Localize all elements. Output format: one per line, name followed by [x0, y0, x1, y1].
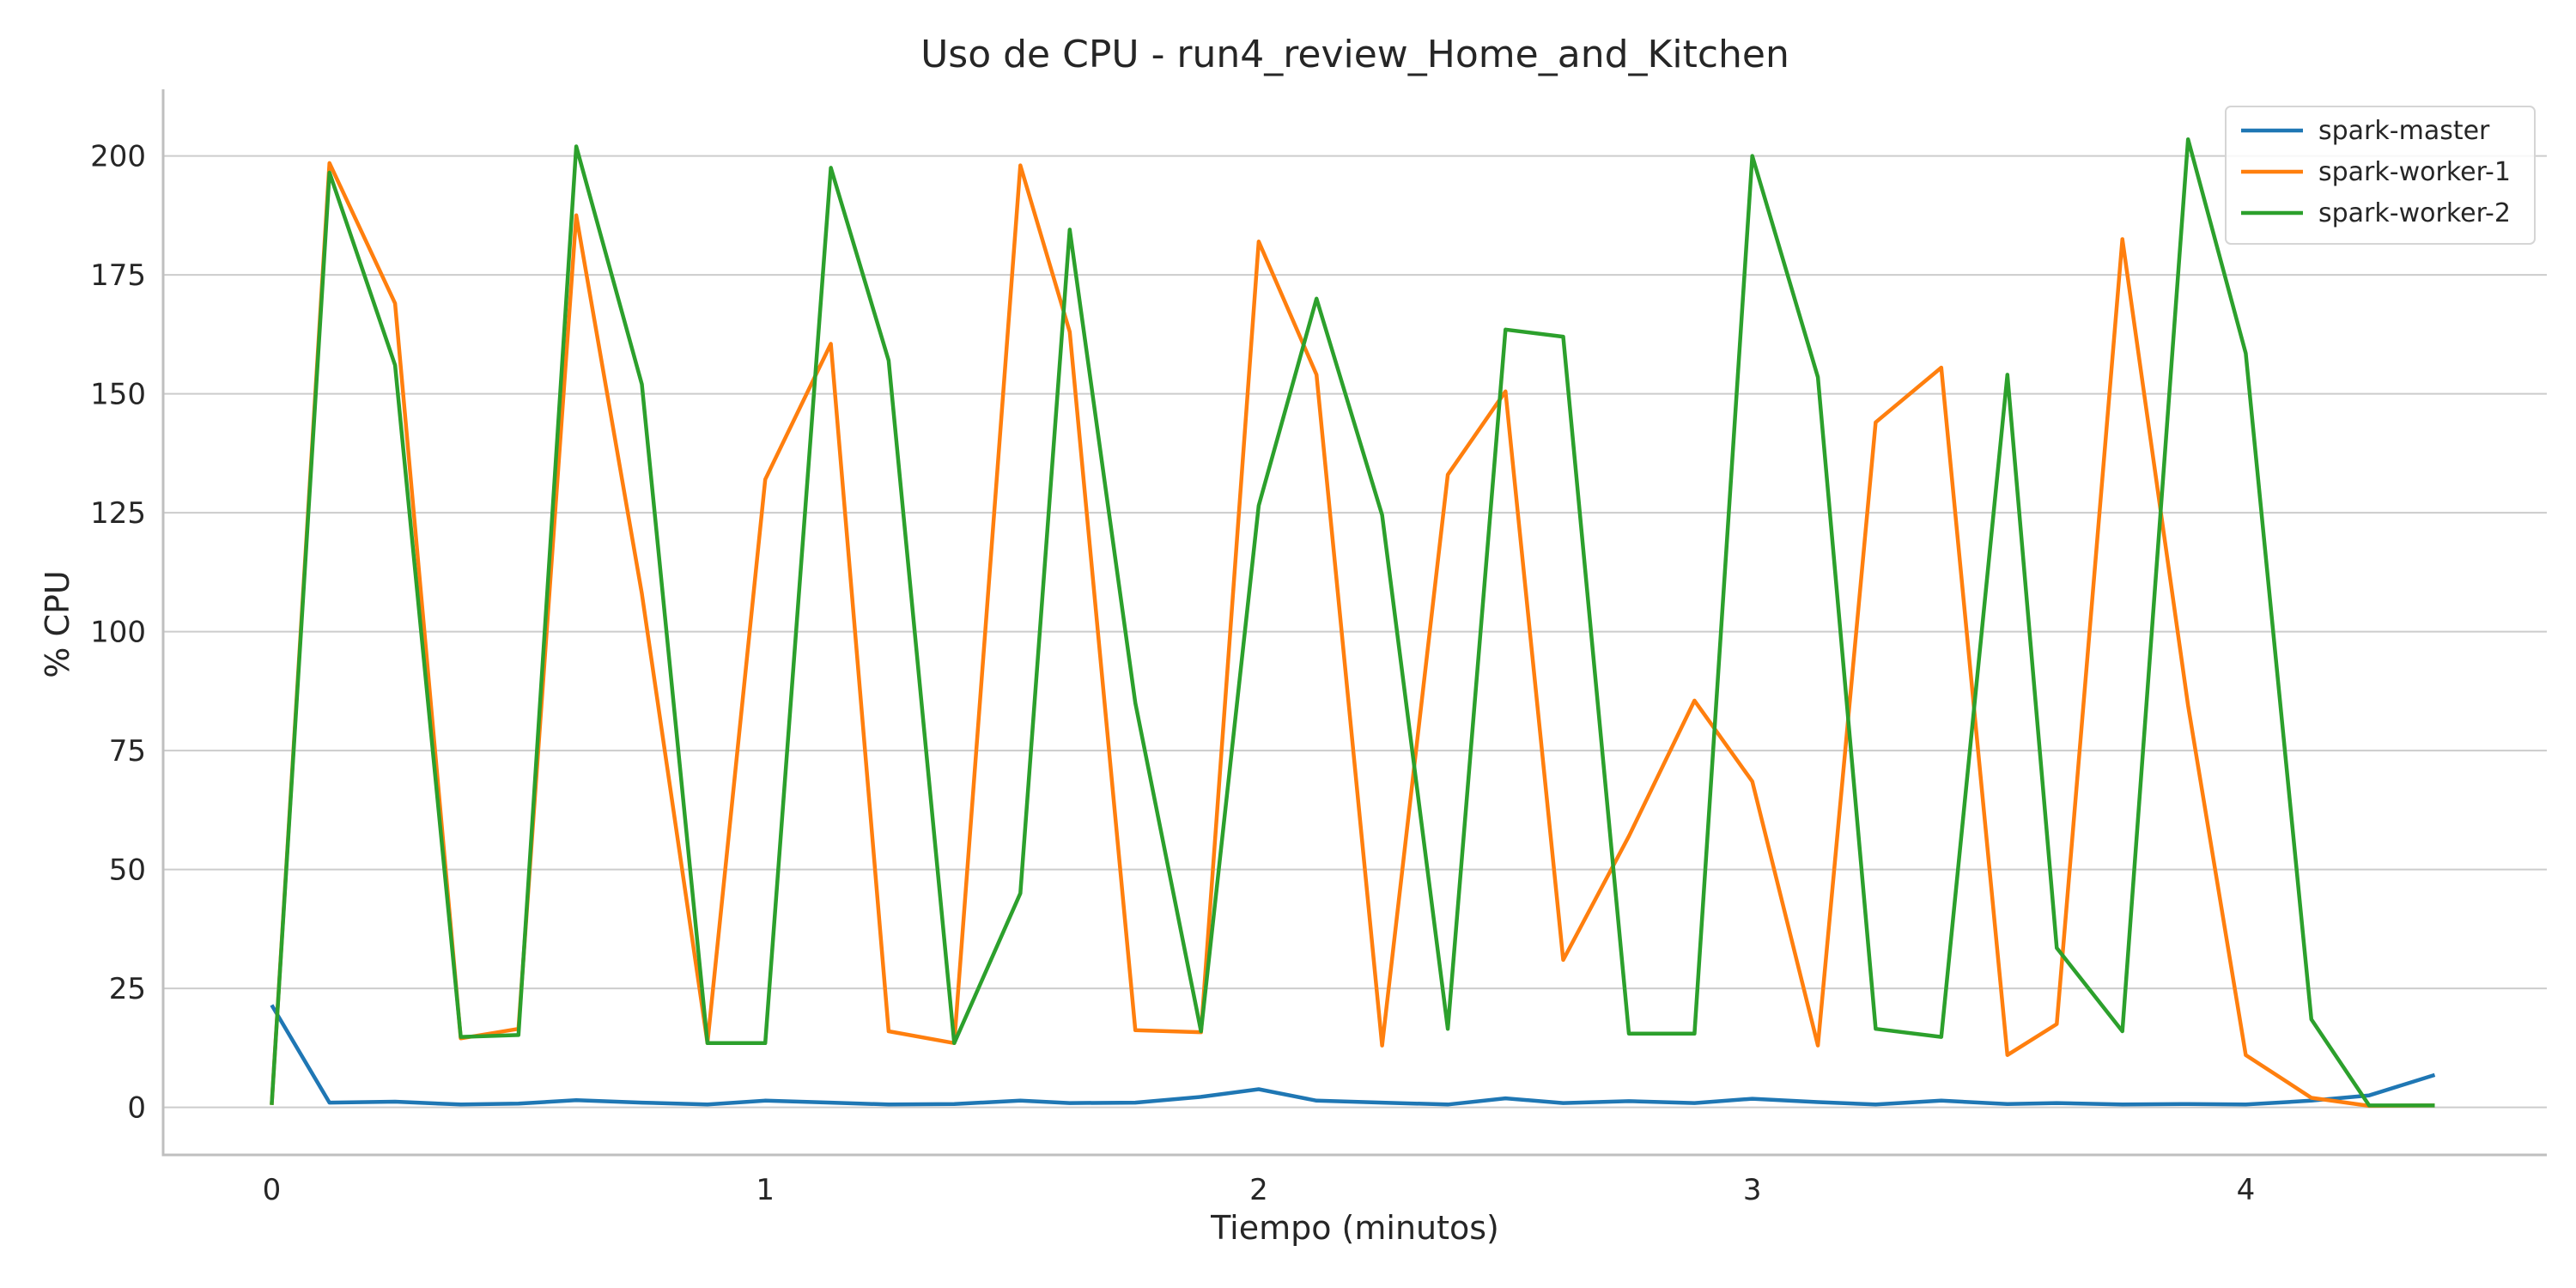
legend-box: [2225, 106, 2536, 245]
legend: spark-master spark-worker-1 spark-worker-2: [2225, 106, 2536, 245]
y-tick-label: 0: [127, 1091, 146, 1126]
gridlines: [163, 155, 2547, 1109]
y-axis-label: % CPU: [39, 570, 76, 677]
series-line-spark-master: [270, 1004, 2436, 1107]
legend-label: spark-worker-2: [2318, 198, 2511, 228]
y-tick-label: 200: [90, 140, 146, 174]
y-tick-label: 100: [90, 616, 146, 650]
chart-title: Uso de CPU - run4_review_Home_and_Kitche…: [920, 33, 1789, 76]
series-lines: [270, 137, 2436, 1109]
series-line-spark-worker-1: [270, 161, 2435, 1109]
x-tick-label: 4: [2237, 1173, 2256, 1207]
y-tick-label: 175: [90, 258, 146, 293]
y-tick-label: 150: [90, 378, 146, 412]
axes-spines: [161, 89, 2547, 1157]
x-axis-label: Tiempo (minutos): [1210, 1209, 1499, 1247]
y-tick-label: 50: [109, 854, 146, 888]
y-tick-label: 125: [90, 496, 146, 531]
y-axis-ticks: 0 25 50 75 100 125 150 175 200: [90, 140, 146, 1126]
y-tick-label: 25: [109, 972, 146, 1006]
x-axis-ticks: 0 1 2 3 4: [263, 1173, 2256, 1207]
x-tick-label: 3: [1743, 1173, 1762, 1207]
y-tick-label: 75: [109, 734, 146, 769]
series-line-spark-worker-2: [270, 137, 2435, 1108]
x-tick-label: 1: [756, 1173, 775, 1207]
x-tick-label: 0: [263, 1173, 282, 1207]
legend-label: spark-master: [2318, 116, 2490, 146]
legend-label: spark-worker-1: [2318, 157, 2511, 187]
x-tick-label: 2: [1249, 1173, 1268, 1207]
